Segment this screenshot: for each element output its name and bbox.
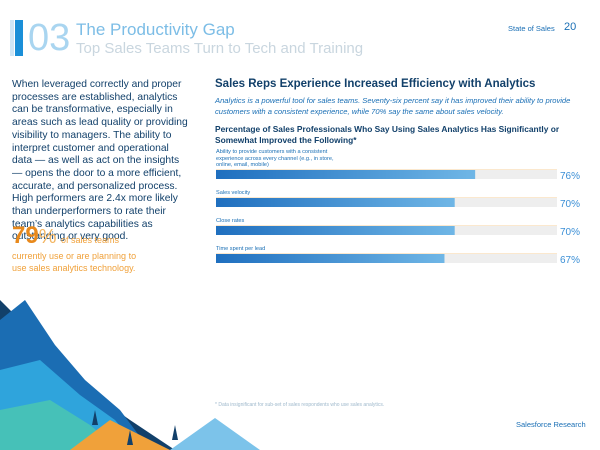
bar xyxy=(216,226,455,235)
section-heading: Sales Reps Experience Increased Efficien… xyxy=(215,78,536,90)
category-label: Time spent per lead xyxy=(216,246,266,253)
body-paragraph: When leveraged correctly and proper proc… xyxy=(12,79,188,243)
category-label: Ability to provide customers with a cons… xyxy=(216,149,334,169)
chart-title: Percentage of Sales Professionals Who Sa… xyxy=(215,124,560,145)
page-number: 20 xyxy=(564,21,577,33)
hill xyxy=(170,418,260,450)
tree xyxy=(127,430,133,445)
stat-lead: of sales teams xyxy=(60,235,119,245)
value-label: 70% xyxy=(560,227,581,238)
hill xyxy=(70,420,170,450)
stat-number: 79 xyxy=(12,222,39,249)
tree xyxy=(172,425,178,440)
header-stripe xyxy=(15,20,23,56)
footnote: * Data insignificant for sub-set of sale… xyxy=(215,402,385,408)
stat: 79% of sales teams currently use or are … xyxy=(12,222,192,274)
page-title: The Productivity Gap xyxy=(76,20,235,39)
value-label: 70% xyxy=(560,199,581,210)
section-number: 03 xyxy=(28,17,71,59)
category-label: Close rates xyxy=(216,218,245,225)
section-intro: Analytics is a powerful tool for sales t… xyxy=(215,96,571,116)
stat-unit: % xyxy=(38,226,57,248)
category-label: Sales velocity xyxy=(216,190,251,197)
stat-text: currently use or are planning to use sal… xyxy=(12,251,137,273)
bar xyxy=(216,198,455,207)
page-subtitle: Top Sales Teams Turn to Tech and Trainin… xyxy=(76,40,364,57)
bar xyxy=(216,170,476,179)
tree xyxy=(92,410,98,425)
header-stripe xyxy=(10,20,14,56)
footer-source: Salesforce Research xyxy=(516,420,586,429)
bar xyxy=(216,254,445,263)
report-name: State of Sales xyxy=(508,24,555,33)
value-label: 67% xyxy=(560,255,581,266)
value-label: 76% xyxy=(560,171,581,182)
